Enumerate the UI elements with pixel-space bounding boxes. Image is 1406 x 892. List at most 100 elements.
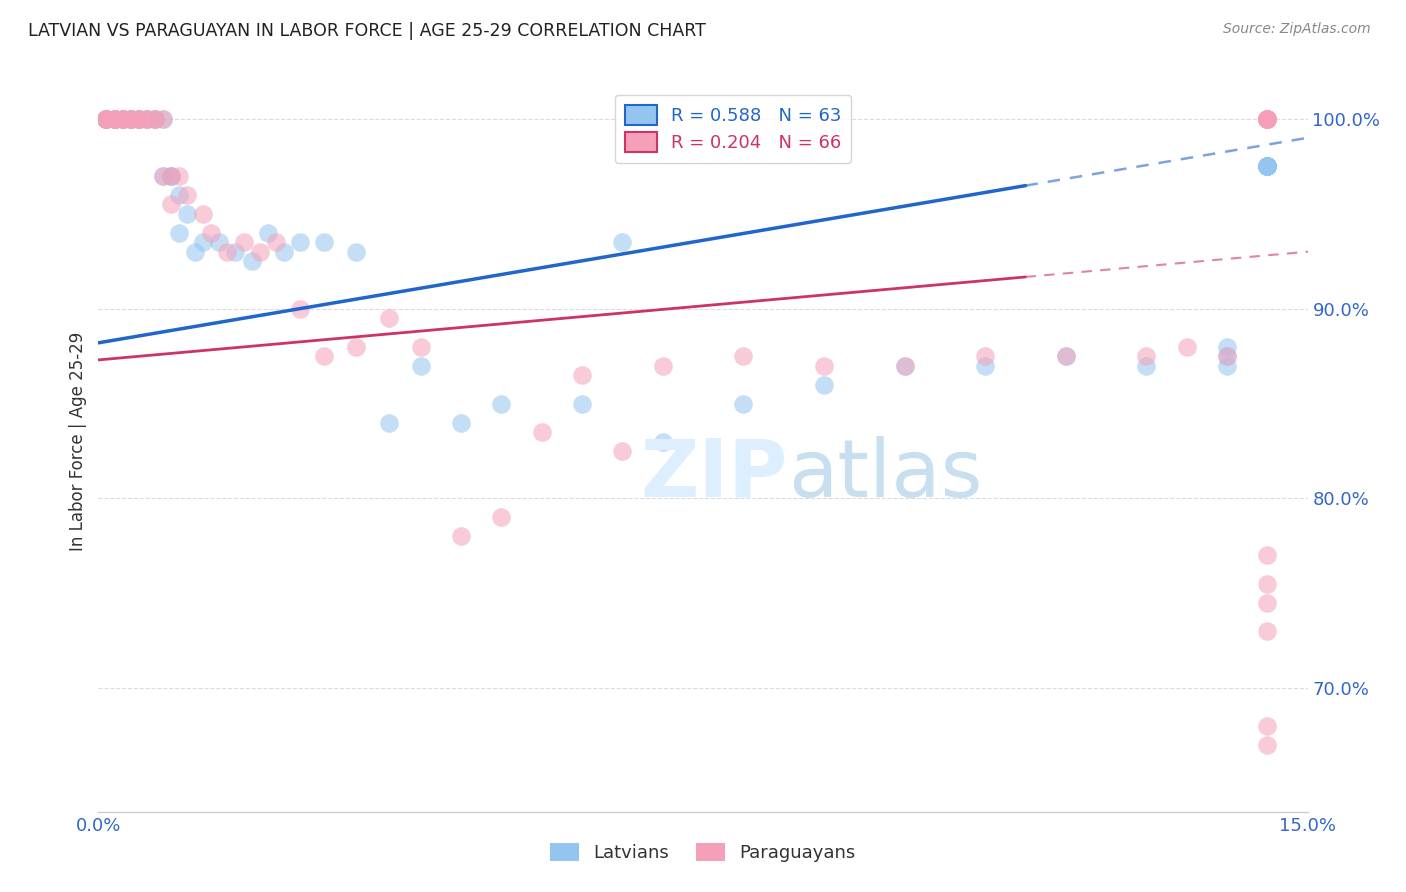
Point [193, 207, 215, 221]
Point [344, 340, 367, 354]
Point [111, 112, 134, 126]
Point [193, 235, 215, 250]
Point [273, 244, 295, 259]
Point [200, 226, 222, 240]
Point [344, 244, 367, 259]
Point [120, 112, 142, 126]
Point [651, 434, 673, 449]
Point [152, 169, 174, 183]
Point [96, 112, 118, 126]
Text: ZIP: ZIP [640, 436, 787, 514]
Point [651, 359, 673, 373]
Text: Source: ZipAtlas.com: Source: ZipAtlas.com [1223, 22, 1371, 37]
Point [1256, 112, 1278, 126]
Point [167, 187, 190, 202]
Point [120, 112, 142, 126]
Point [152, 112, 174, 126]
Point [1256, 159, 1278, 173]
Point [103, 112, 125, 126]
Point [128, 112, 150, 126]
Point [1256, 159, 1278, 173]
Point [111, 112, 134, 126]
Point [96, 112, 118, 126]
Legend: Latvians, Paraguayans: Latvians, Paraguayans [543, 836, 863, 870]
Point [103, 112, 125, 126]
Point [571, 396, 593, 410]
Text: atlas: atlas [787, 436, 981, 514]
Point [974, 349, 997, 363]
Point [974, 359, 997, 373]
Point [167, 226, 190, 240]
Point [128, 112, 150, 126]
Point [96, 112, 118, 126]
Point [96, 112, 118, 126]
Point [1216, 349, 1239, 363]
Point [217, 244, 239, 259]
Point [1054, 349, 1077, 363]
Point [111, 112, 134, 126]
Point [96, 112, 118, 126]
Point [1256, 159, 1278, 173]
Point [813, 377, 835, 392]
Point [530, 425, 553, 439]
Point [1256, 159, 1278, 173]
Point [1216, 359, 1239, 373]
Point [491, 396, 513, 410]
Point [128, 112, 150, 126]
Point [733, 349, 755, 363]
Point [135, 112, 157, 126]
Point [409, 340, 432, 354]
Point [143, 112, 166, 126]
Point [240, 254, 263, 268]
Point [128, 112, 150, 126]
Point [103, 112, 125, 126]
Point [1135, 359, 1157, 373]
Point [120, 112, 142, 126]
Point [1256, 739, 1278, 753]
Point [1256, 159, 1278, 173]
Point [1135, 349, 1157, 363]
Point [111, 112, 134, 126]
Point [160, 169, 183, 183]
Point [143, 112, 166, 126]
Point [103, 112, 125, 126]
Point [314, 349, 336, 363]
Point [1256, 112, 1278, 126]
Point [264, 235, 287, 250]
Point [612, 235, 634, 250]
Point [893, 359, 915, 373]
Point [1256, 159, 1278, 173]
Point [111, 112, 134, 126]
Point [208, 235, 231, 250]
Point [143, 112, 166, 126]
Point [1216, 349, 1239, 363]
Point [1054, 349, 1077, 363]
Point [128, 112, 150, 126]
Point [1256, 577, 1278, 591]
Point [813, 359, 835, 373]
Point [1256, 112, 1278, 126]
Point [160, 169, 183, 183]
Point [1256, 112, 1278, 126]
Point [1256, 719, 1278, 733]
Point [1256, 112, 1278, 126]
Point [314, 235, 336, 250]
Point [135, 112, 157, 126]
Point [733, 396, 755, 410]
Point [96, 112, 118, 126]
Point [256, 226, 278, 240]
Point [120, 112, 142, 126]
Point [409, 359, 432, 373]
Point [103, 112, 125, 126]
Point [176, 187, 198, 202]
Point [103, 112, 125, 126]
Point [612, 444, 634, 458]
Point [103, 112, 125, 126]
Point [1256, 159, 1278, 173]
Point [377, 416, 399, 430]
Point [152, 112, 174, 126]
Point [152, 169, 174, 183]
Point [491, 510, 513, 524]
Point [160, 197, 183, 211]
Point [232, 235, 254, 250]
